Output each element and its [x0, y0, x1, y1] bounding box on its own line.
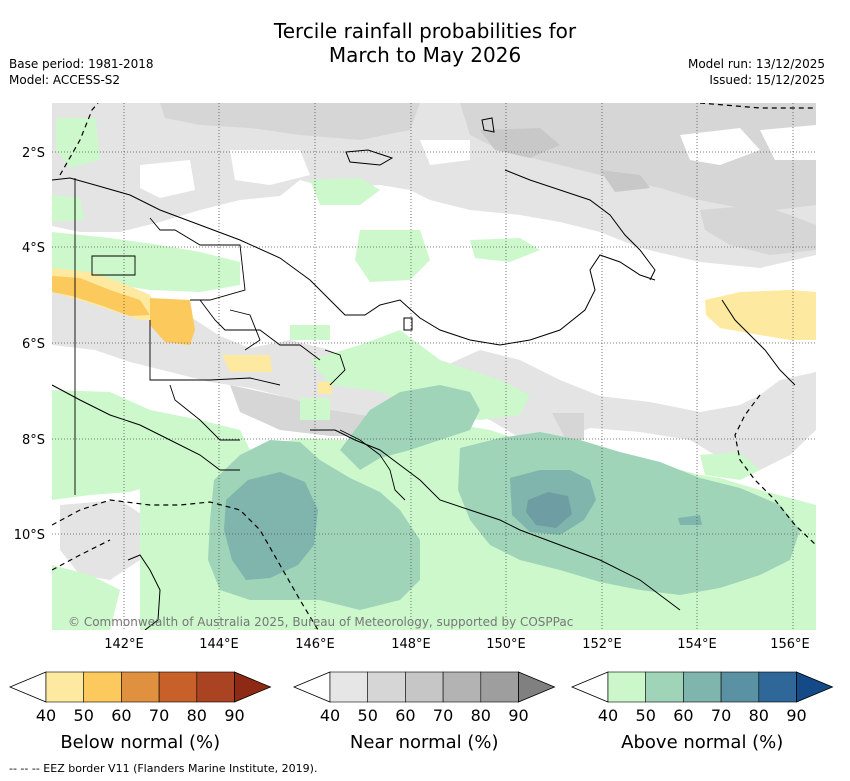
- colorbar-tick-label: 50: [636, 706, 656, 725]
- colorbar-swatch: [720, 671, 760, 703]
- colorbar-tick-label: 70: [149, 706, 169, 725]
- colorbar-tick-label: 50: [358, 706, 378, 725]
- lat-label: 6°S: [22, 337, 45, 352]
- eez-footnote: -- -- -- EEZ border V11 (Flanders Marine…: [9, 762, 318, 775]
- meta-left: Base period: 1981-2018 Model: ACCESS-S2: [9, 56, 154, 88]
- colorbar-tick-label: 80: [471, 706, 491, 725]
- near-normal-60: [480, 128, 650, 192]
- colorbar-title: Above normal (%): [621, 732, 783, 753]
- colorbar-swatch: [121, 671, 160, 703]
- colorbar-over-swatch: [234, 671, 272, 703]
- model-run: Model run: 13/12/2025: [687, 57, 825, 71]
- colorbar-swatch: [196, 671, 235, 703]
- lon-label: 142°E: [104, 637, 144, 652]
- issued-date: Issued: 15/12/2025: [709, 73, 825, 87]
- lon-label: 144°E: [199, 637, 239, 652]
- title-line-1: Tercile rainfall probabilities for: [273, 19, 577, 43]
- colorbar-under-swatch: [8, 671, 47, 703]
- colorbar-tick-label: 60: [395, 706, 415, 725]
- colorbar-swatch: [45, 671, 85, 703]
- lon-label: 156°E: [770, 637, 810, 652]
- above-normal-70: [526, 492, 572, 528]
- base-period: Base period: 1981-2018: [9, 57, 154, 71]
- colorbar-swatch: [645, 671, 684, 703]
- colorbar-tick-label: 90: [508, 706, 528, 725]
- near-normal-colorbar: 40 50 60 70 80 90 Near normal (%): [292, 671, 556, 753]
- meta-right: Model run: 13/12/2025 Issued: 15/12/2025: [688, 56, 825, 88]
- lat-axis: 2°S 4°S 6°S 8°S 10°S: [14, 146, 45, 543]
- colorbar-under-swatch: [570, 671, 609, 703]
- colorbar-under-swatch: [292, 671, 331, 703]
- province-borders: [74, 178, 406, 501]
- colorbar-swatch: [83, 671, 122, 703]
- colorbar-swatch: [367, 671, 406, 703]
- map-title: Tercile rainfall probabilities for March…: [0, 19, 850, 67]
- colorbar-tick-label: 70: [711, 706, 731, 725]
- colorbar-tick-label: 90: [224, 706, 244, 725]
- colorbar-swatch: [683, 671, 722, 703]
- below-normal-regions: [52, 268, 816, 394]
- colorbar-swatch: [329, 671, 369, 703]
- title-line-2: March to May 2026: [328, 43, 522, 67]
- lon-label: 146°E: [295, 637, 335, 652]
- lat-label: 8°S: [22, 433, 45, 448]
- lon-label: 152°E: [582, 637, 622, 652]
- colorbar-over-swatch: [518, 671, 556, 703]
- colorbar-tick-label: 60: [673, 706, 693, 725]
- lon-axis: 142°E 144°E 146°E 148°E 150°E 152°E 154°…: [104, 637, 810, 652]
- eez-border: [52, 103, 816, 630]
- colorbar-tick-label: 50: [74, 706, 94, 725]
- copyright-text: © Commonwealth of Australia 2025, Bureau…: [68, 615, 573, 629]
- colorbar-over-swatch: [796, 671, 834, 703]
- lat-label: 2°S: [22, 146, 45, 161]
- graticule: [52, 103, 816, 630]
- colorbar-swatch: [480, 671, 519, 703]
- lat-label: 10°S: [14, 528, 45, 543]
- model-name: Model: ACCESS-S2: [9, 73, 121, 87]
- colorbar-tick-label: 90: [786, 706, 806, 725]
- colorbar-tick-label: 60: [111, 706, 131, 725]
- lon-label: 150°E: [486, 637, 526, 652]
- coastlines: [52, 117, 796, 630]
- colorbar-title: Below normal (%): [60, 732, 220, 753]
- colorbar-swatch: [442, 671, 482, 703]
- colorbar-tick-label: 40: [320, 706, 340, 725]
- colorbar-title: Near normal (%): [350, 732, 499, 753]
- colorbar-swatch: [405, 671, 444, 703]
- map-panel: [52, 103, 816, 630]
- colorbar-tick-label: 70: [433, 706, 453, 725]
- colorbar-tick-label: 40: [36, 706, 56, 725]
- lon-label: 154°E: [677, 637, 717, 652]
- colorbar-tick-label: 40: [598, 706, 618, 725]
- colorbar-tick-label: 80: [187, 706, 207, 725]
- colorbar-tick-label: 80: [749, 706, 769, 725]
- colorbar-swatch: [607, 671, 647, 703]
- colorbar-swatch: [158, 671, 198, 703]
- lat-label: 4°S: [22, 241, 45, 256]
- lon-label: 148°E: [391, 637, 431, 652]
- colorbar-swatch: [758, 671, 797, 703]
